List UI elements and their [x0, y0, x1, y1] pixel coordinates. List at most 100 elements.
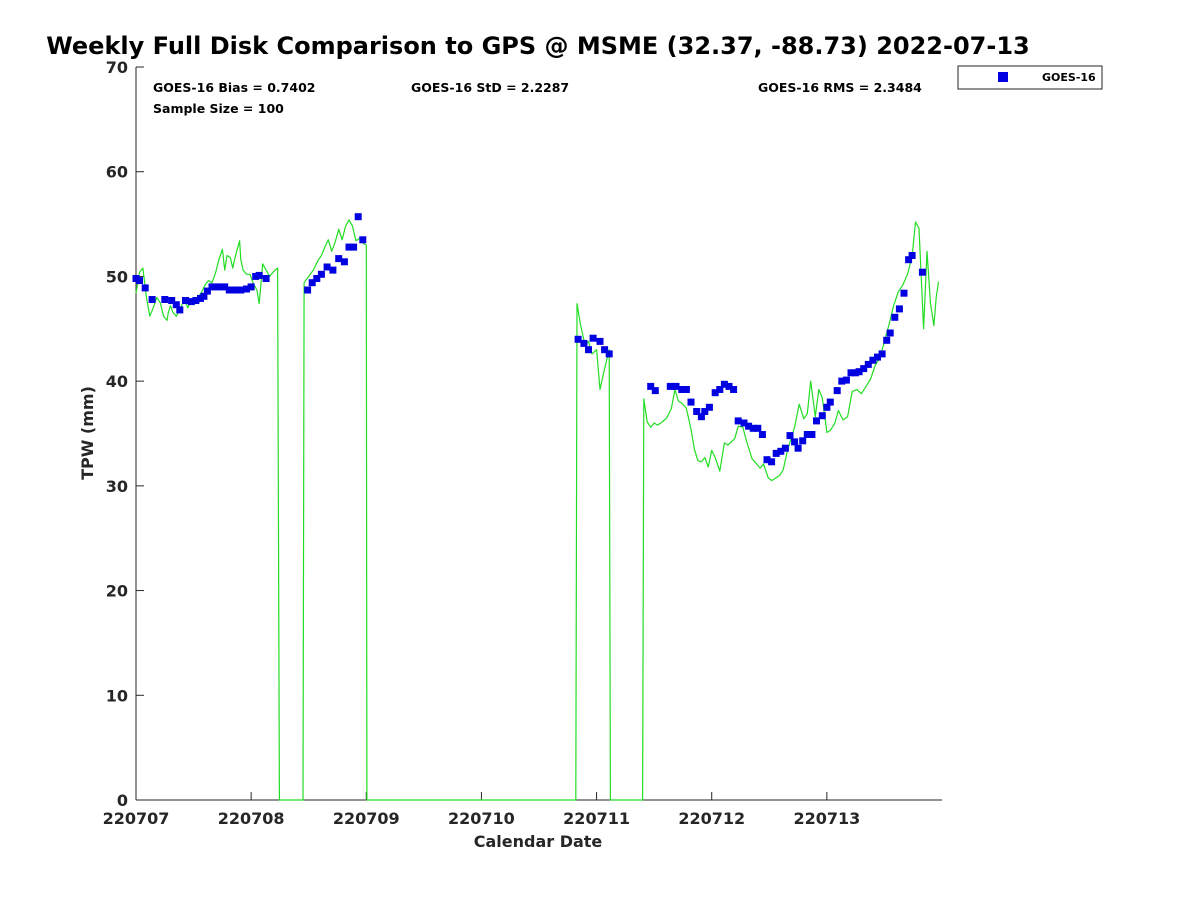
- goes16-point: [826, 398, 834, 406]
- goes16-point: [243, 285, 250, 293]
- goes16-point: [716, 386, 724, 393]
- y-tick-label: 10: [106, 686, 128, 705]
- y-axis-label: TPW (mm): [78, 386, 97, 480]
- goes16-point: [247, 283, 255, 291]
- goes16-point: [136, 277, 143, 285]
- legend: GOES-16: [957, 65, 1103, 90]
- goes16-point: [791, 438, 799, 446]
- goes16-point: [585, 346, 592, 354]
- x-axis-label: Calendar Date: [474, 832, 603, 851]
- y-ticks: 0 10 20 30 40 50 60 70: [106, 58, 144, 810]
- plot-frame: [135, 67, 942, 801]
- goes16-point: [304, 286, 312, 294]
- goes16-point: [799, 437, 807, 445]
- y-tick-label: 60: [106, 163, 128, 182]
- goes16-point: [340, 258, 348, 266]
- chart-title: Weekly Full Disk Comparison to GPS @ MSM…: [46, 32, 1029, 60]
- goes16-series: [132, 213, 926, 466]
- goes16-point: [730, 386, 738, 393]
- goes16-point: [192, 297, 200, 304]
- goes16-point: [693, 408, 701, 415]
- std-stat: GOES-16 StD = 2.2287: [411, 80, 569, 95]
- goes16-point: [808, 431, 816, 438]
- stats-layer: GOES-16 Bias = 0.7402 GOES-16 StD = 2.22…: [153, 80, 922, 116]
- y-tick-label: 30: [106, 477, 128, 496]
- goes16-point: [874, 353, 881, 361]
- goes16-point: [838, 377, 846, 385]
- goes16-point: [237, 286, 245, 294]
- goes16-point: [651, 387, 659, 395]
- goes16-point: [350, 243, 358, 251]
- goes16-point: [345, 243, 353, 251]
- goes16-point: [725, 382, 733, 390]
- goes16-point: [883, 336, 891, 344]
- goes16-point: [161, 296, 169, 303]
- goes16-point: [187, 298, 195, 306]
- goes16-point: [900, 289, 908, 297]
- goes16-point: [141, 284, 149, 292]
- goes16-point: [803, 431, 811, 438]
- goes16-point: [754, 424, 762, 432]
- goes16-point: [200, 292, 208, 300]
- goes16-point: [203, 287, 211, 295]
- goes16-point: [589, 334, 597, 342]
- goes16-point: [666, 382, 674, 390]
- goes16-point: [786, 432, 794, 440]
- goes16-point: [313, 275, 321, 282]
- goes16-point: [678, 386, 686, 393]
- goes16-point: [886, 329, 894, 337]
- goes16-point: [172, 301, 180, 309]
- goes16-point: [908, 252, 916, 259]
- goes16-point: [740, 419, 748, 427]
- goes16-point: [208, 283, 216, 291]
- goes16-point: [818, 412, 826, 420]
- goes16-point: [823, 403, 831, 411]
- goes16-point: [682, 386, 690, 393]
- goes16-point: [860, 365, 868, 373]
- bias-stat: GOES-16 Bias = 0.7402: [153, 80, 315, 95]
- x-tick-label: 220708: [218, 809, 285, 828]
- goes16-point: [697, 413, 705, 421]
- goes16-point: [777, 447, 785, 455]
- goes16-point: [647, 382, 655, 390]
- goes16-point: [580, 339, 588, 347]
- goes16-point: [833, 387, 841, 395]
- goes16-point: [745, 422, 753, 430]
- goes16-point: [687, 398, 695, 406]
- goes16-point: [758, 431, 766, 438]
- goes16-point: [329, 266, 337, 274]
- goes16-point: [768, 458, 776, 466]
- goes16-point: [148, 296, 156, 303]
- goes16-point: [255, 271, 263, 279]
- x-tick-label: 220707: [103, 809, 170, 828]
- goes16-point: [605, 350, 613, 358]
- goes16-point: [176, 306, 184, 314]
- x-tick-label: 220713: [793, 809, 860, 828]
- goes16-point: [323, 263, 331, 271]
- x-ticks: 220707 220708 220709 220710 220711 220712 2207…: [103, 792, 860, 828]
- goes16-point: [905, 256, 913, 264]
- goes16-point: [225, 286, 233, 294]
- goes16-point: [701, 408, 709, 415]
- goes16-point: [891, 313, 899, 321]
- goes16-point: [359, 236, 367, 244]
- x-tick-label: 220709: [333, 809, 400, 828]
- y-tick-label: 0: [117, 791, 128, 810]
- goes16-point: [763, 456, 771, 464]
- rms-stat: GOES-16 RMS = 2.3484: [758, 80, 922, 95]
- x-tick-label: 220710: [448, 809, 515, 828]
- goes16-point: [705, 403, 713, 411]
- series-layer: [132, 213, 940, 801]
- sample-size-stat: Sample Size = 100: [153, 101, 284, 116]
- goes16-point: [317, 270, 325, 278]
- goes16-point: [720, 380, 728, 388]
- gps-series-line: [135, 219, 940, 801]
- x-tick-label: 220712: [678, 809, 745, 828]
- goes16-point: [734, 417, 742, 425]
- goes16-point: [772, 449, 780, 457]
- goes16-point: [308, 279, 316, 287]
- legend-box: [957, 65, 1103, 90]
- goes16-point: [749, 424, 757, 432]
